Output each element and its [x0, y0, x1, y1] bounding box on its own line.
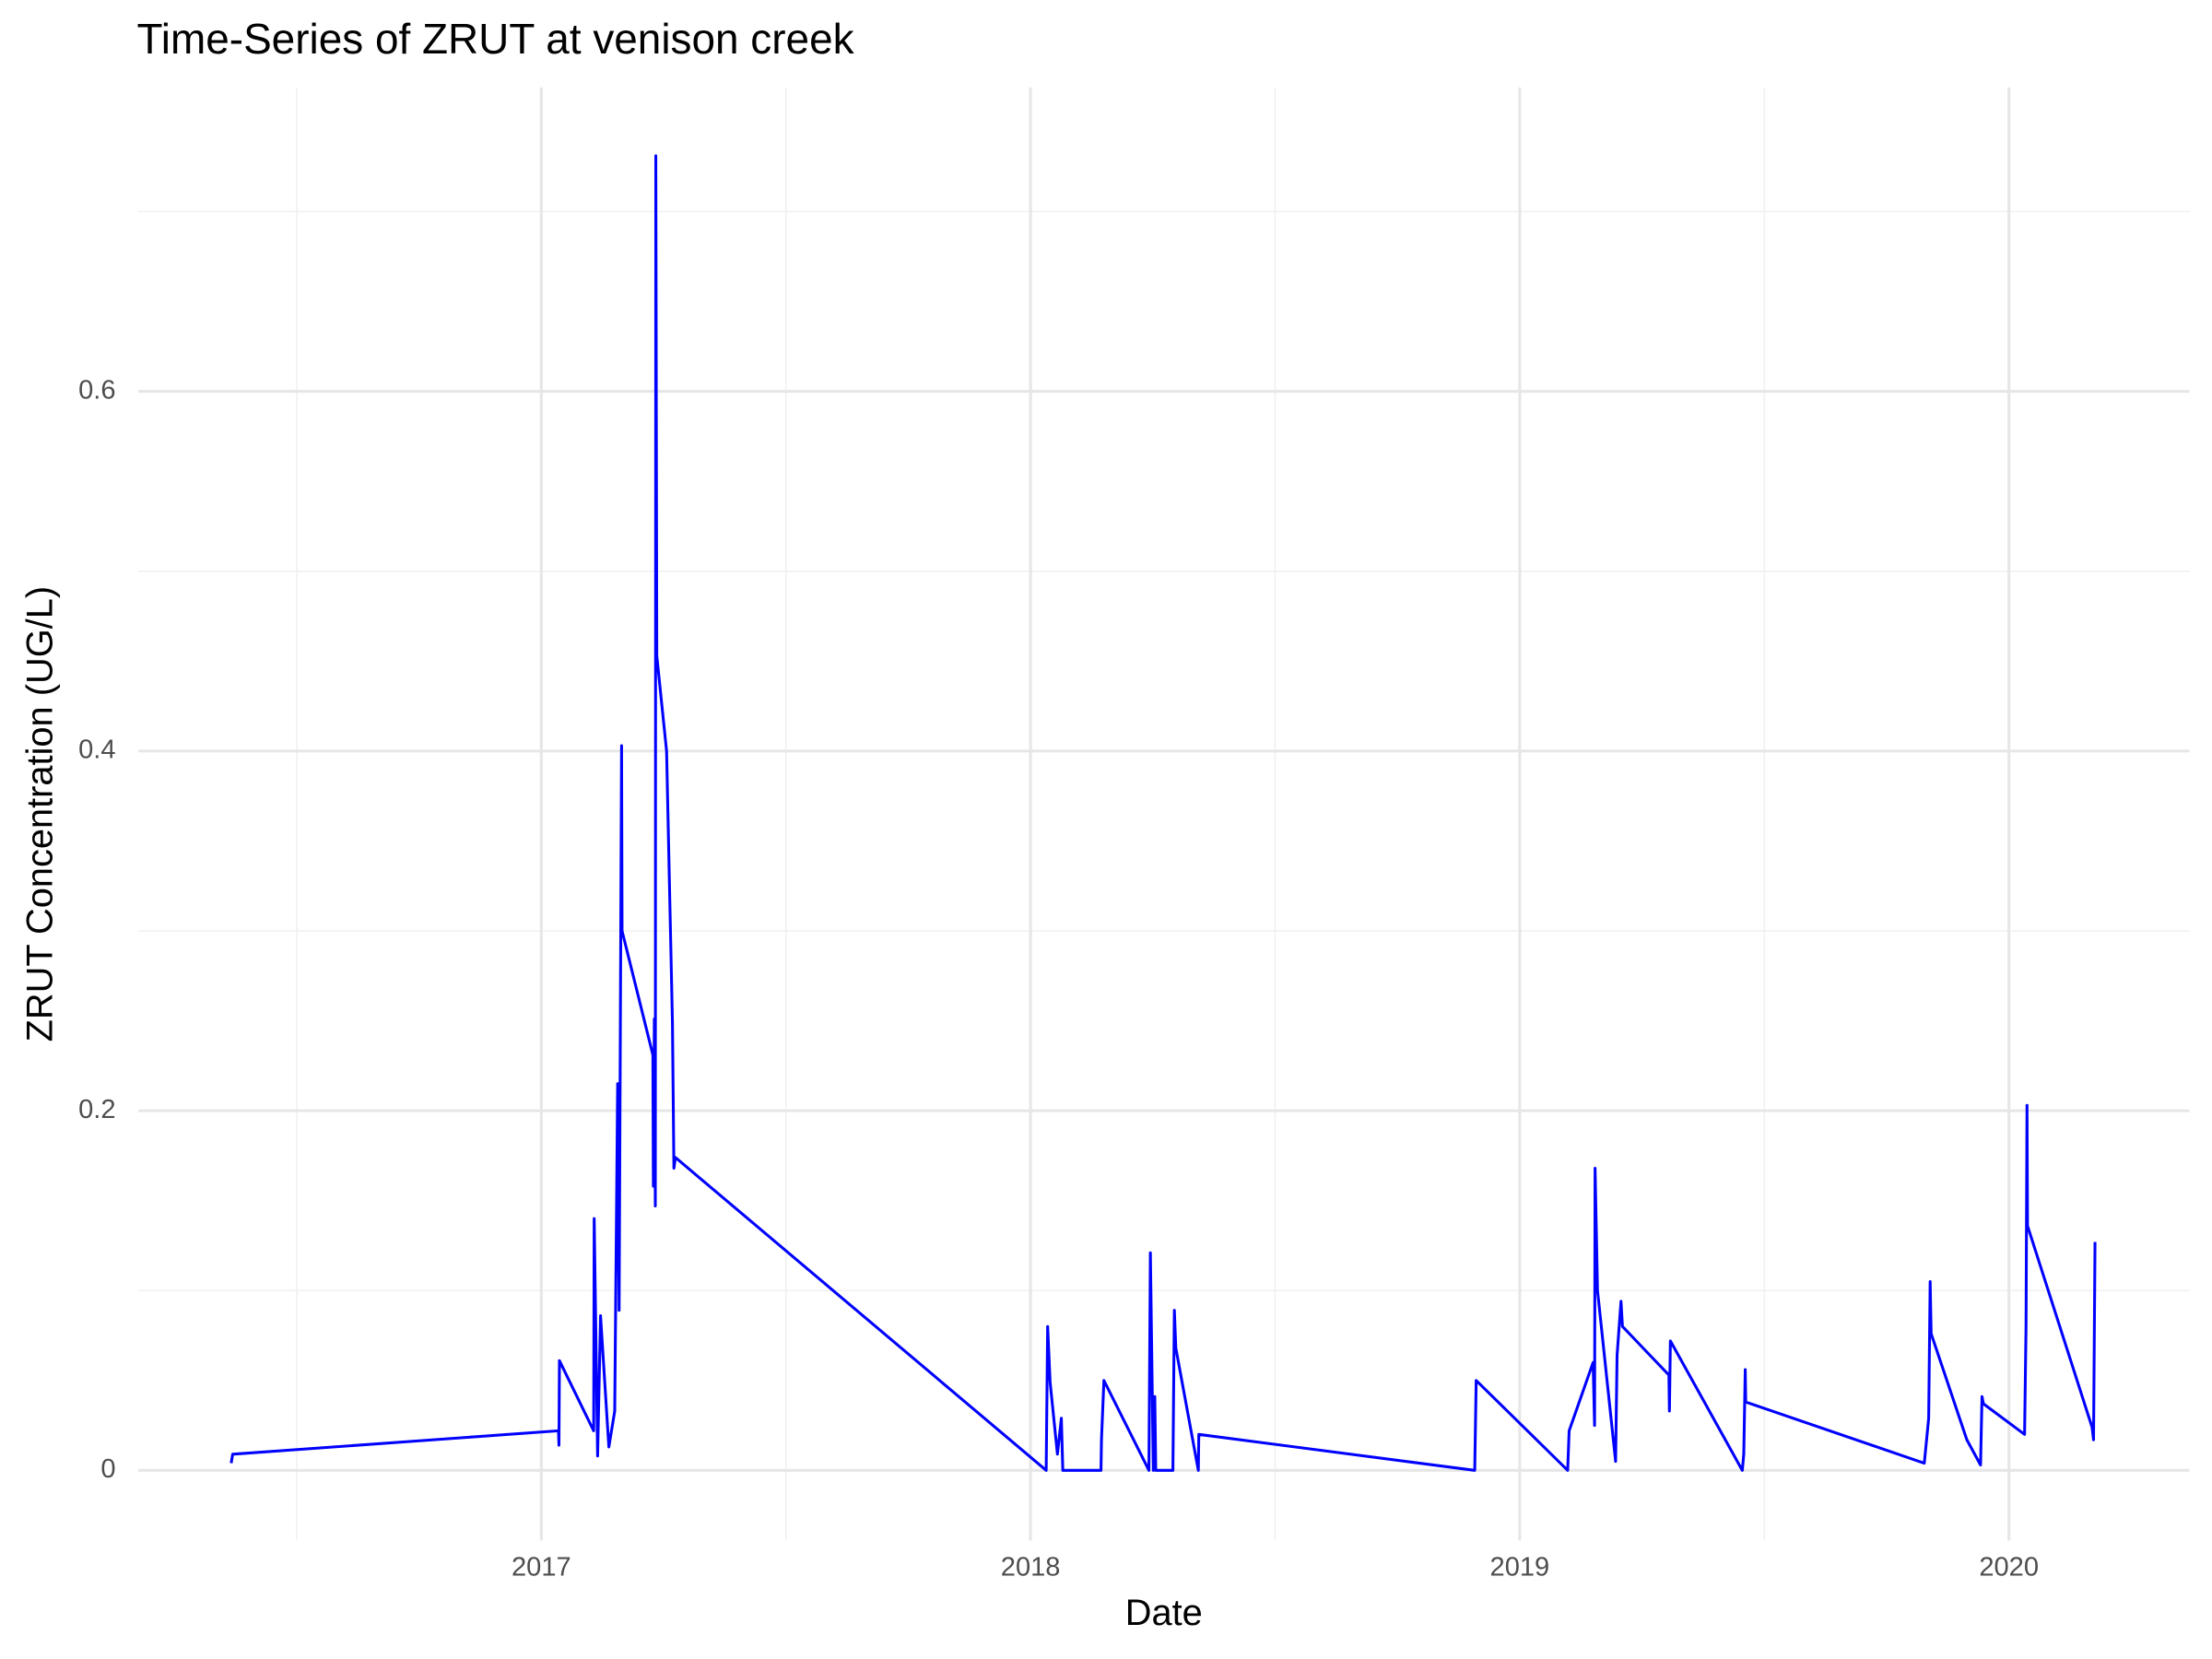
- data-line: [229, 154, 2097, 1472]
- y-tick-label: 0: [100, 1454, 115, 1484]
- y-tick-label: 0.4: [78, 735, 115, 765]
- y-tick-label: 0.2: [78, 1095, 115, 1124]
- x-tick-label: 2019: [1490, 1553, 1550, 1583]
- y-tick-label: 0.6: [78, 375, 115, 405]
- x-axis-label: Date: [1125, 1593, 1203, 1633]
- x-tick-label: 2018: [1001, 1553, 1061, 1583]
- chart-title: Time-Series of ZRUT at venison creek: [136, 15, 854, 63]
- y-axis-label: ZRUT Concentration (UG/L): [19, 586, 60, 1041]
- plot: [229, 154, 2097, 1472]
- x-tick-label: 2017: [512, 1553, 571, 1583]
- x-tick-label: 2020: [1979, 1553, 2039, 1583]
